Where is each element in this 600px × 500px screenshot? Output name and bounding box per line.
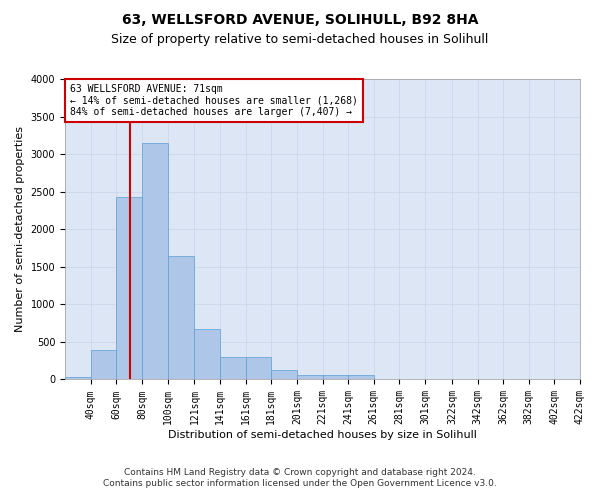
Bar [116,197,142,380]
Bar [348,376,374,380]
X-axis label: Distribution of semi-detached houses by size in Solihull: Distribution of semi-detached houses by … [168,430,477,440]
Text: 63, WELLSFORD AVENUE, SOLIHULL, B92 8HA: 63, WELLSFORD AVENUE, SOLIHULL, B92 8HA [122,12,478,26]
Bar [91,350,116,380]
Bar [142,143,167,380]
Bar [271,370,297,380]
Text: Contains HM Land Registry data © Crown copyright and database right 2024.
Contai: Contains HM Land Registry data © Crown c… [103,468,497,487]
Bar [194,329,220,380]
Bar [245,358,271,380]
Text: 63 WELLSFORD AVENUE: 71sqm
← 14% of semi-detached houses are smaller (1,268)
84%: 63 WELLSFORD AVENUE: 71sqm ← 14% of semi… [70,84,358,116]
Bar [167,256,194,380]
Bar [220,358,245,380]
Text: Size of property relative to semi-detached houses in Solihull: Size of property relative to semi-detach… [112,32,488,46]
Bar [323,376,348,380]
Bar [297,374,323,380]
Y-axis label: Number of semi-detached properties: Number of semi-detached properties [15,126,25,332]
Bar [65,377,91,380]
